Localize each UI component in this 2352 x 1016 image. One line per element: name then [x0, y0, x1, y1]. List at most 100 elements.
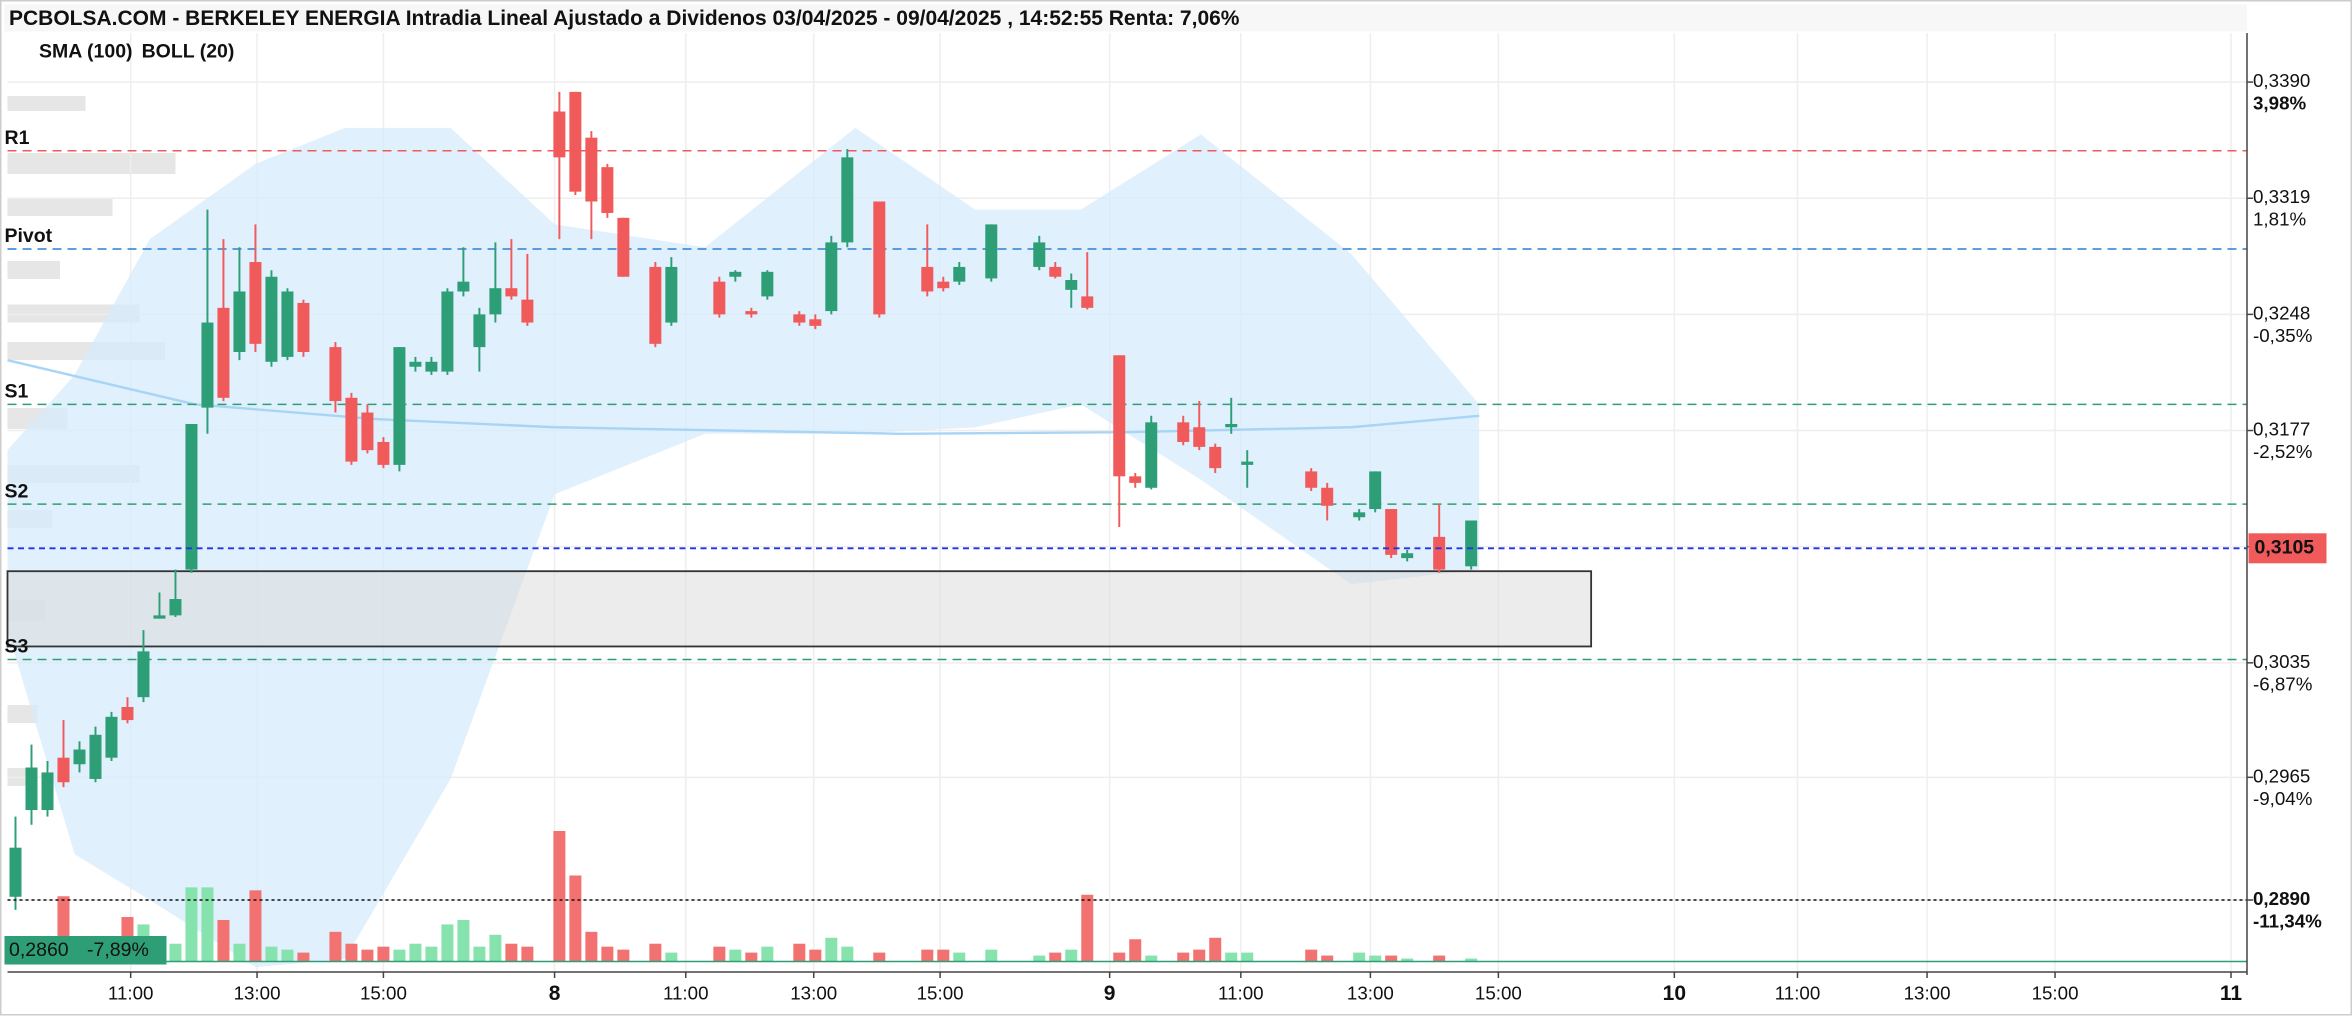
current-price-box	[2248, 533, 2327, 564]
y-tick-change: -6,87%	[2253, 673, 2312, 694]
y-tick-change: 1,81%	[2253, 209, 2306, 230]
candle-body	[585, 137, 598, 202]
x-tick-label: 15:00	[2032, 982, 2079, 1003]
volume-bar	[345, 943, 358, 962]
volume-bar	[185, 887, 198, 962]
candle-body	[1225, 423, 1238, 428]
candle-body	[201, 322, 214, 408]
candle-body	[745, 311, 758, 315]
candle-body	[393, 347, 406, 465]
chart-title: PCBOLSA.COM - BERKELEY ENERGIA Intradia …	[9, 7, 1240, 30]
candle-body	[361, 412, 374, 451]
x-tick-label: 11:00	[108, 982, 154, 1003]
volume-bar	[569, 875, 582, 962]
y-tick-change: -11,34%	[2253, 910, 2322, 931]
volume-bar	[1305, 949, 1318, 962]
candle-body	[457, 281, 470, 292]
y-tick-label: 0,2890	[2253, 888, 2310, 909]
candle-body	[153, 615, 166, 619]
volume-bar	[809, 949, 822, 962]
candle-body	[1209, 446, 1222, 469]
candle-body	[1369, 471, 1382, 510]
volume-bar	[1049, 952, 1062, 962]
volume-bar	[1033, 955, 1046, 962]
candle-body	[505, 288, 518, 297]
volume-bar	[233, 943, 246, 962]
candle-body	[953, 266, 966, 282]
candle-body	[1305, 471, 1318, 488]
candle-body	[873, 201, 886, 315]
candle-body	[169, 599, 182, 616]
x-tick-label: 11:00	[1218, 982, 1264, 1003]
x-tick-label: 13:00	[1347, 982, 1394, 1003]
y-tick-label: 0,3177	[2253, 418, 2310, 439]
candle-body	[377, 441, 390, 465]
low-label-box	[4, 936, 167, 965]
volume-bar	[217, 919, 230, 962]
volume-bar	[953, 952, 966, 962]
profile-bar	[7, 96, 86, 112]
candle-body	[1193, 427, 1206, 447]
volume-bar	[1129, 939, 1142, 962]
volume-bar	[1369, 955, 1382, 962]
candle-body	[329, 347, 342, 402]
candle-body	[425, 361, 438, 372]
volume-bar	[985, 949, 998, 962]
volume-bar	[505, 943, 518, 962]
volume-bar	[441, 924, 454, 962]
candle-body	[489, 288, 502, 315]
candle-body	[1385, 509, 1398, 555]
candle-body	[1241, 461, 1254, 465]
y-tick-label: 0,2965	[2253, 765, 2310, 786]
y-tick-change: -0,35%	[2253, 325, 2312, 346]
volume-bar	[249, 890, 262, 962]
volume-bar	[377, 946, 390, 962]
volume-bar	[585, 931, 598, 962]
candle-body	[921, 266, 934, 292]
candle-body	[1177, 422, 1190, 442]
volume-bar	[553, 831, 566, 962]
volume-bar	[489, 934, 502, 962]
x-tick-label: 15:00	[1475, 982, 1522, 1003]
x-tick-label: 13:00	[234, 982, 281, 1003]
low-label-price: 0,2860	[9, 939, 69, 961]
profile-bar	[7, 261, 60, 280]
candle-body	[601, 167, 614, 213]
volume-bar	[1177, 952, 1190, 962]
candle-body	[233, 291, 246, 353]
candle-body	[217, 307, 230, 398]
candle-body	[185, 423, 198, 570]
candle-body	[105, 716, 118, 758]
x-tick-label: 10	[1663, 982, 1686, 1005]
volume-bar	[1113, 952, 1126, 962]
volume-bar	[201, 887, 214, 962]
level-label: R1	[5, 127, 30, 149]
x-tick-label: 9	[1104, 982, 1116, 1005]
candle-body	[1353, 512, 1366, 518]
level-label: S3	[5, 636, 29, 658]
candle-body	[9, 847, 22, 897]
candle-body	[1081, 296, 1094, 308]
volume-bar	[825, 937, 838, 962]
candle-body	[761, 271, 774, 297]
profile-bar	[7, 153, 176, 175]
level-label: S1	[5, 381, 29, 403]
volume-bar	[409, 943, 422, 962]
candle-body	[1465, 520, 1478, 567]
candle-body	[409, 361, 422, 367]
candle-body	[473, 314, 486, 348]
candle-body	[25, 767, 38, 811]
volume-bar	[425, 946, 438, 962]
candle-body	[1129, 476, 1142, 483]
volume-bar	[793, 943, 806, 962]
candle-body	[729, 271, 742, 277]
x-tick-label: 11:00	[663, 982, 709, 1003]
volume-bar	[665, 952, 678, 962]
volume-bar	[1401, 958, 1414, 962]
volume-bar	[1321, 955, 1334, 962]
volume-bar	[729, 949, 742, 962]
volume-bar	[1225, 952, 1238, 962]
volume-bar	[1081, 894, 1094, 962]
volume-bar	[473, 946, 486, 962]
candle-body	[649, 266, 662, 344]
